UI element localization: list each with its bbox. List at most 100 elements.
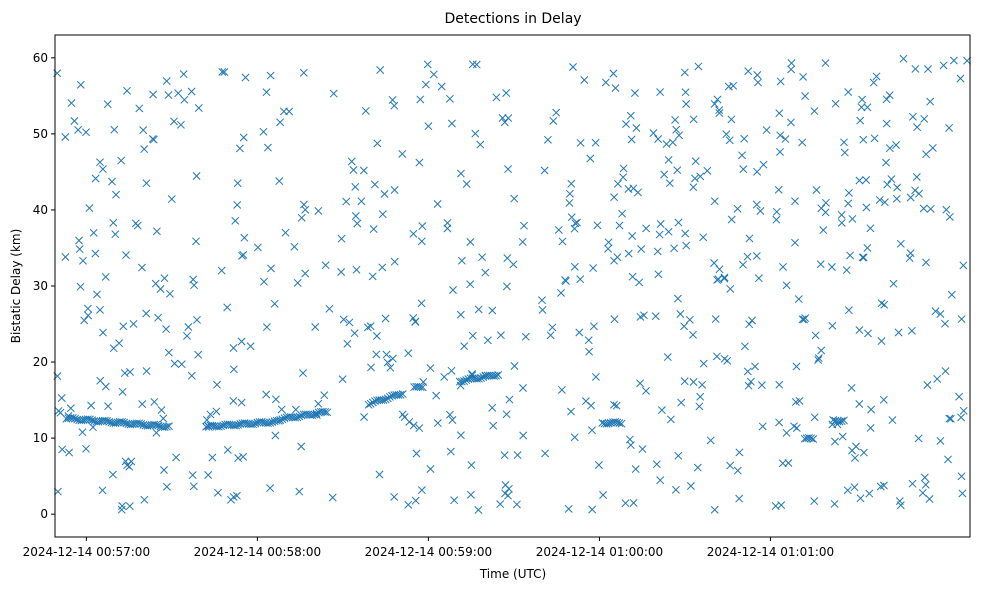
data-point bbox=[140, 495, 149, 504]
data-point bbox=[150, 397, 159, 406]
data-point bbox=[460, 342, 469, 351]
data-point bbox=[96, 305, 104, 314]
chart-title: Detections in Delay bbox=[444, 11, 581, 27]
data-point bbox=[433, 419, 442, 428]
data-point bbox=[922, 258, 930, 267]
data-point bbox=[343, 339, 352, 348]
data-point bbox=[632, 124, 641, 132]
data-point bbox=[624, 185, 633, 193]
data-point bbox=[743, 367, 752, 376]
data-point bbox=[475, 374, 483, 383]
data-point bbox=[859, 135, 868, 144]
data-point bbox=[370, 180, 379, 189]
data-point bbox=[655, 230, 664, 239]
data-point bbox=[271, 431, 280, 440]
data-point bbox=[502, 410, 511, 419]
data-point bbox=[757, 381, 766, 390]
data-point bbox=[426, 465, 435, 473]
data-point bbox=[698, 380, 707, 389]
data-point bbox=[398, 390, 407, 399]
data-point bbox=[912, 173, 921, 181]
data-point bbox=[108, 470, 117, 479]
data-point bbox=[842, 266, 851, 275]
data-point bbox=[299, 68, 308, 77]
data-point bbox=[301, 269, 310, 278]
plot-area-points bbox=[53, 54, 972, 514]
data-point bbox=[882, 158, 890, 167]
data-point bbox=[135, 104, 144, 113]
data-point bbox=[798, 315, 807, 324]
data-point bbox=[479, 373, 488, 381]
data-point bbox=[670, 244, 679, 253]
data-point bbox=[541, 449, 550, 458]
data-point bbox=[907, 326, 916, 335]
data-point bbox=[172, 453, 181, 462]
data-point bbox=[192, 172, 201, 180]
data-point bbox=[892, 194, 901, 203]
data-point bbox=[656, 476, 665, 485]
data-point bbox=[82, 444, 90, 453]
data-point bbox=[720, 273, 729, 282]
data-point bbox=[400, 413, 409, 422]
data-point bbox=[588, 505, 597, 514]
data-point bbox=[267, 264, 275, 273]
data-point bbox=[505, 395, 514, 404]
data-point bbox=[791, 398, 800, 406]
data-point bbox=[882, 95, 891, 104]
data-point bbox=[610, 400, 618, 409]
data-point bbox=[314, 206, 323, 215]
data-point bbox=[565, 189, 574, 198]
data-point bbox=[118, 387, 127, 396]
data-point bbox=[675, 131, 684, 140]
data-point bbox=[139, 126, 148, 135]
data-point bbox=[238, 251, 246, 260]
data-point bbox=[720, 274, 729, 283]
data-point bbox=[652, 460, 661, 469]
data-point bbox=[241, 73, 250, 82]
data-point bbox=[66, 404, 75, 413]
data-point bbox=[160, 274, 169, 283]
data-point bbox=[423, 60, 432, 69]
data-point bbox=[192, 237, 200, 246]
data-point bbox=[918, 488, 927, 497]
data-point bbox=[80, 316, 89, 325]
data-point bbox=[920, 473, 929, 482]
data-point bbox=[433, 200, 442, 208]
data-point bbox=[863, 243, 872, 252]
data-point bbox=[790, 422, 798, 431]
data-point bbox=[320, 391, 329, 400]
data-point bbox=[109, 344, 118, 353]
data-point bbox=[727, 115, 736, 124]
data-point bbox=[928, 143, 937, 152]
data-point bbox=[412, 449, 421, 458]
data-point bbox=[120, 418, 129, 427]
data-point bbox=[295, 412, 304, 421]
data-point bbox=[654, 270, 663, 279]
data-point bbox=[615, 419, 624, 428]
data-point bbox=[142, 367, 151, 376]
data-point bbox=[227, 495, 235, 504]
data-point bbox=[103, 417, 111, 425]
data-point bbox=[896, 239, 905, 248]
data-point bbox=[557, 385, 566, 394]
data-point bbox=[91, 174, 100, 183]
x-axis-ticks: 2024-12-14 00:57:00 2024-12-14 00:58:00 20… bbox=[23, 537, 834, 559]
data-point bbox=[372, 350, 381, 359]
data-point bbox=[892, 141, 901, 149]
y-axis-label: Bistatic Delay (km) bbox=[9, 229, 23, 344]
data-point bbox=[251, 419, 260, 428]
data-point bbox=[275, 177, 284, 186]
data-point bbox=[810, 497, 819, 506]
data-point bbox=[926, 97, 935, 106]
data-point bbox=[253, 243, 262, 252]
data-point bbox=[240, 233, 249, 242]
data-point bbox=[857, 103, 866, 112]
data-point bbox=[297, 442, 306, 451]
data-point bbox=[266, 418, 275, 427]
data-point bbox=[850, 483, 859, 492]
data-point bbox=[109, 218, 118, 227]
data-point bbox=[361, 106, 370, 115]
data-point bbox=[359, 166, 368, 175]
data-point bbox=[271, 395, 280, 404]
